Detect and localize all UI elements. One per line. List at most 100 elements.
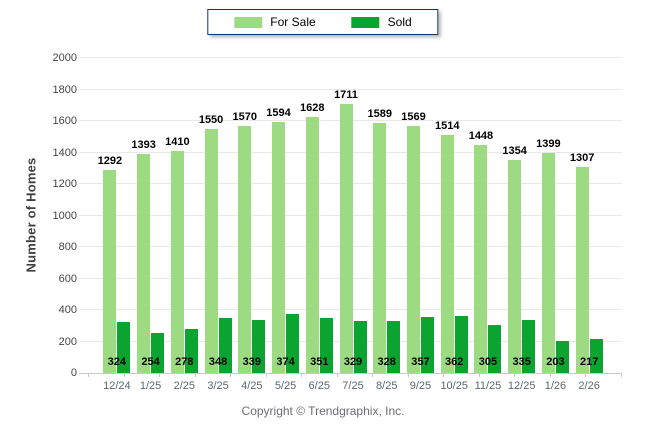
sold-value-label: 203 [546, 356, 565, 368]
bar-pair: 1448 305 [469, 58, 502, 373]
bar-group: 1711 329 7/25 [334, 58, 370, 392]
x-axis-tick [88, 373, 124, 377]
for-sale-value-label: 1410 [165, 135, 190, 148]
x-axis-label: 2/25 [173, 380, 196, 392]
x-axis-tick [372, 373, 408, 377]
x-axis-label: 6/25 [308, 380, 330, 392]
y-axis-tick-label: 2000 [52, 52, 77, 64]
for-sale-bar: 1292 [98, 155, 122, 373]
legend-label-for-sale: For Sale [270, 15, 316, 29]
for-sale-bar: 1307 [570, 152, 594, 373]
sold-value-label: 329 [343, 356, 363, 368]
x-axis-tick [194, 373, 231, 377]
x-axis-line [79, 373, 622, 374]
bar-pair: 1570 339 [233, 58, 266, 373]
bar-group: 1594 374 5/25 [266, 58, 303, 392]
y-axis-tick-label: 200 [58, 335, 77, 348]
for-sale-value-label: 1354 [502, 144, 527, 157]
for-sale-value-label: 1594 [266, 106, 291, 119]
x-axis-label: 12/25 [507, 380, 536, 392]
for-sale-value-label: 1711 [334, 88, 358, 101]
sold-value-label: 335 [512, 356, 531, 368]
for-sale-bar: 1594 [266, 107, 291, 373]
sold-value-label: 351 [310, 356, 329, 368]
bar-group: 1399 203 1/26 [536, 58, 573, 392]
for-sale-value-label: 1514 [434, 119, 460, 132]
sold-value-label: 254 [141, 356, 160, 368]
sold-bar [589, 338, 603, 373]
for-sale-value-label: 1307 [569, 152, 595, 165]
for-sale-value-label: 1570 [232, 110, 258, 123]
plot-area: 0 200 400 600 800 1000 1200 1400 1600 1800 2000 12… [53, 52, 622, 392]
bar-group: 1550 348 3/25 [199, 58, 235, 392]
bar-group: 1514 362 10/25 [434, 58, 471, 392]
bar-pair: 1393 254 [131, 58, 165, 373]
x-axis-tick [514, 373, 550, 377]
sold-bar [184, 329, 198, 373]
y-axis-tick-label: 1200 [52, 178, 77, 190]
for-sale-bar: 1354 [502, 145, 527, 373]
for-sale-value-label: 1292 [97, 154, 123, 167]
bar-group: 1628 351 6/25 [300, 58, 336, 392]
sold-bar [353, 321, 367, 373]
y-axis-tick-label: 1600 [52, 115, 77, 127]
bar-group: 1570 339 4/25 [233, 58, 269, 392]
sold-bar [151, 333, 165, 373]
bar-group: 1410 278 2/25 [165, 58, 201, 392]
bar-pair: 1569 357 [401, 58, 434, 373]
for-sale-bar: 1711 [334, 89, 358, 373]
sold-bar [555, 341, 569, 373]
for-sale-bar: 1410 [165, 136, 190, 373]
x-axis-tick [336, 373, 373, 377]
bar-pair: 1711 329 [334, 58, 367, 373]
x-axis-label: 3/25 [207, 380, 229, 392]
sold-value-label: 278 [175, 356, 194, 368]
sold-bar [522, 320, 536, 373]
x-axis-tick [549, 373, 586, 377]
bar-group: 1292 324 12/24 [98, 58, 134, 392]
x-axis-ticks [88, 373, 622, 377]
bar-group: 1354 335 12/25 [502, 58, 539, 392]
y-axis-tick-label: 800 [58, 241, 77, 253]
for-sale-value-label: 1628 [300, 101, 325, 114]
chart-legend: For Sale Sold [207, 9, 439, 35]
x-axis-tick [301, 373, 337, 377]
x-axis-label: 2/26 [578, 380, 600, 392]
sold-value-label: 357 [411, 356, 430, 368]
x-axis-tick [230, 373, 266, 377]
x-axis-label: 1/26 [544, 380, 567, 392]
sold-value-label: 374 [276, 356, 295, 368]
sold-value-label: 339 [242, 356, 261, 368]
bar-group: 1307 217 2/26 [570, 58, 606, 392]
y-axis-tick-label: 600 [58, 272, 77, 285]
legend-item-sold: Sold [351, 15, 412, 29]
copyright-text: Copyright © Trendgraphix, Inc. [241, 404, 405, 418]
sold-bar [252, 319, 266, 373]
y-axis-tick-label: 1000 [52, 209, 77, 222]
for-sale-swatch [234, 16, 263, 28]
sold-value-label: 324 [107, 356, 127, 368]
for-sale-bar: 1448 [469, 130, 493, 373]
bar-group: 1589 328 8/25 [367, 58, 404, 392]
sold-swatch [351, 16, 380, 28]
bar-pair: 1307 217 [570, 58, 603, 373]
y-axis-title: Number of Homes [23, 157, 39, 273]
for-sale-bar: 1569 [401, 111, 426, 373]
for-sale-bar: 1589 [367, 108, 392, 373]
bar-pair: 1550 348 [199, 58, 232, 373]
sold-value-label: 348 [208, 356, 228, 368]
gridline [79, 88, 622, 90]
for-sale-bar: 1399 [536, 138, 561, 373]
legend-item-for-sale: For Sale [234, 15, 316, 29]
for-sale-value-label: 1399 [536, 137, 561, 150]
x-axis-label: 4/25 [241, 380, 263, 392]
x-axis-label: 9/25 [409, 380, 432, 392]
for-sale-value-label: 1589 [367, 107, 392, 120]
sold-value-label: 362 [445, 356, 464, 368]
bar-pair: 1628 351 [300, 58, 333, 373]
for-sale-value-label: 1448 [468, 129, 494, 142]
bars-row: 1292 324 12/24 1393 254 1/25 1410 278 2/25 1550 34… [88, 58, 622, 392]
for-sale-bar: 1570 [233, 111, 257, 373]
sold-bar [286, 314, 300, 373]
y-axis-tick-label: 1400 [52, 146, 77, 159]
